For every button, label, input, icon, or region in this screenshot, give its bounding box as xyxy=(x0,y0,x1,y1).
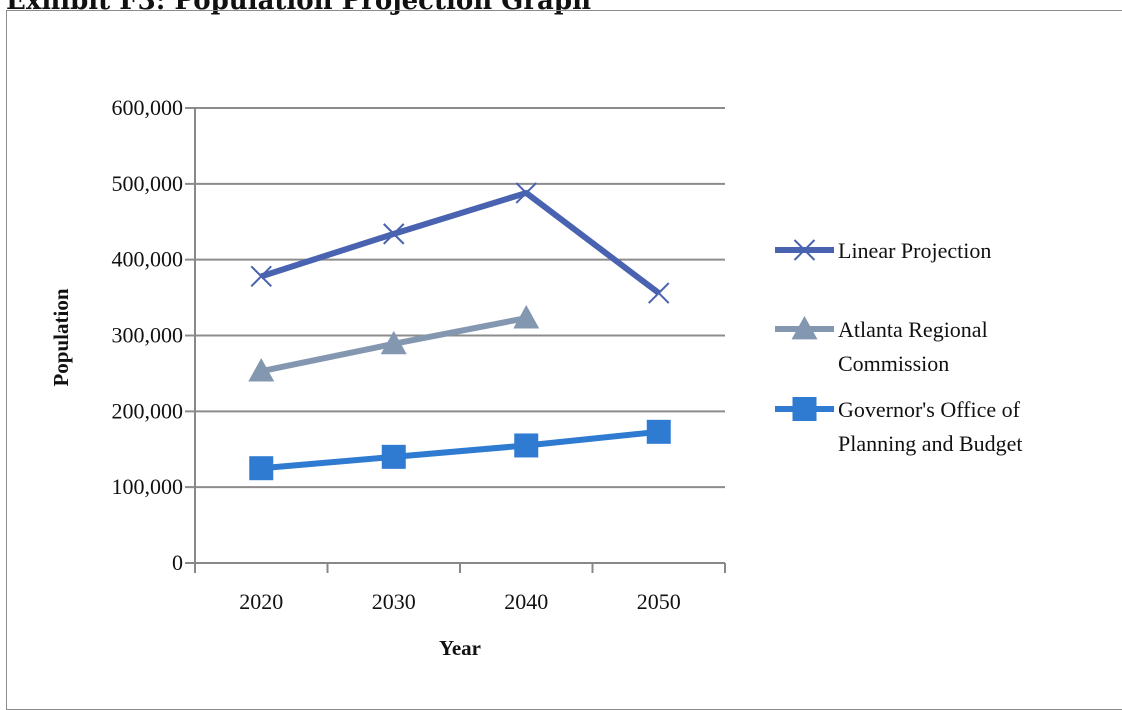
x-marker xyxy=(250,265,272,288)
x-marker xyxy=(648,282,670,304)
triangle-marker xyxy=(380,330,407,355)
x-tick-label: 2050 xyxy=(637,589,681,614)
triangle-marker xyxy=(791,316,818,340)
triangle-marker xyxy=(248,358,275,382)
y-tick-label: 300,000 xyxy=(112,323,184,348)
x-axis-title: Year xyxy=(439,636,481,660)
y-tick-label: 100,000 xyxy=(112,474,184,499)
square-marker xyxy=(792,397,817,421)
y-tick-label: 600,000 xyxy=(112,95,184,120)
x-marker xyxy=(515,182,537,204)
y-tick-label: 500,000 xyxy=(112,171,184,196)
x-tick-label: 2020 xyxy=(239,589,283,614)
square-marker xyxy=(381,444,406,469)
square-marker xyxy=(646,419,671,444)
y-tick-label: 200,000 xyxy=(112,398,184,423)
legend-label: Governor's Office of Planning and Budget xyxy=(838,397,1023,456)
x-marker xyxy=(383,223,405,245)
square-marker xyxy=(514,433,539,458)
y-axis-title: Population xyxy=(49,288,73,386)
legend-label: Linear Projection xyxy=(838,238,991,263)
series-line xyxy=(260,189,661,296)
x-tick-label: 2030 xyxy=(372,589,416,614)
y-tick-label: 400,000 xyxy=(112,247,184,272)
x-marker xyxy=(793,239,816,261)
series-line xyxy=(260,428,660,472)
x-tick-label: 2040 xyxy=(504,589,548,614)
square-marker xyxy=(249,456,274,481)
legend-label: Atlanta Regional Commission xyxy=(838,317,988,376)
triangle-marker xyxy=(513,305,540,329)
y-tick-label: 0 xyxy=(172,550,183,575)
population-chart: 0 100,000 200,000 300,000 400,000 500,000 600,… xyxy=(49,95,1023,660)
